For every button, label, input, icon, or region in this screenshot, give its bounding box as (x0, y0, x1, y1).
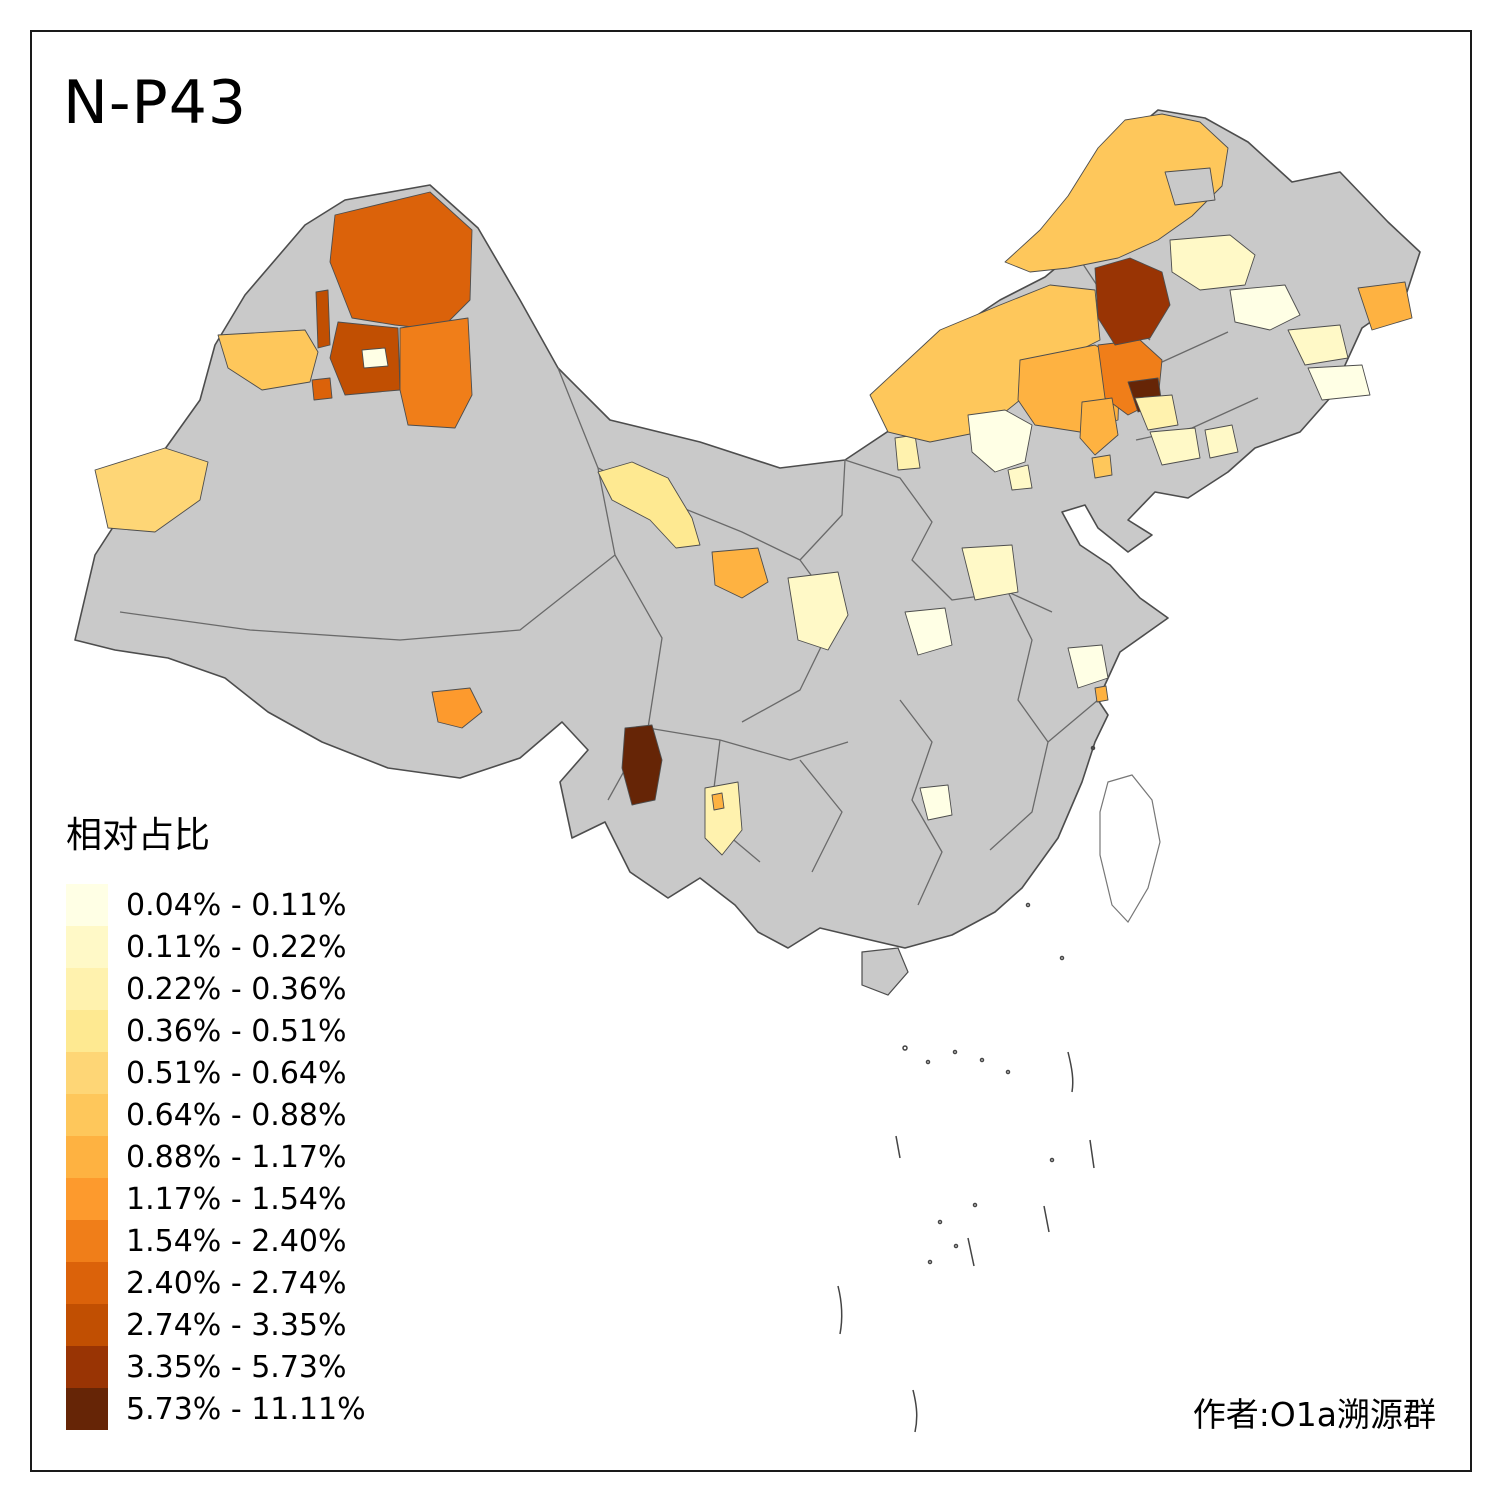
region-shanghai-dot (1094, 685, 1109, 703)
legend-label: 1.54% - 2.40% (126, 1223, 347, 1259)
region-liaoning-pale3 (1204, 424, 1239, 459)
region-shandong-pale (1067, 644, 1109, 689)
legend-row: 1.54% - 2.40% (66, 1220, 366, 1262)
legend-title: 相对占比 (66, 815, 211, 856)
region-beijing-pale2 (1007, 464, 1033, 491)
hainan-island (861, 947, 909, 996)
legend-label: 0.04% - 0.11% (126, 887, 347, 923)
region-alxa-pale (894, 434, 921, 471)
legend-row: 3.35% - 5.73% (66, 1346, 366, 1388)
legend: 相对占比 0.04% - 0.11% 0.11% - 0.22% 0.22% -… (66, 806, 366, 1430)
legend-swatch (66, 1052, 108, 1094)
legend-row: 0.64% - 0.88% (66, 1094, 366, 1136)
legend-swatch (66, 1388, 108, 1430)
legend-label: 2.74% - 3.35% (126, 1307, 347, 1343)
region-kashgar (94, 447, 209, 533)
region-tacheng-strip (315, 289, 331, 349)
region-hunan-cream (919, 784, 953, 821)
region-east-orange (1357, 281, 1413, 331)
legend-swatch (66, 884, 108, 926)
legend-swatch (66, 1094, 108, 1136)
region-ili (217, 329, 319, 391)
legend-row: 5.73% - 11.11% (66, 1388, 366, 1430)
legend-swatch (66, 1262, 108, 1304)
region-jilin-pale2 (1307, 364, 1371, 401)
region-liaoning-pale1 (1134, 394, 1179, 431)
region-gansu-orange (711, 547, 769, 599)
region-beijing-pale (967, 409, 1033, 473)
region-heilongjiang-gray-hole (1164, 167, 1216, 206)
region-shaanxi-pale (961, 544, 1019, 601)
legend-row: 0.04% - 0.11% (66, 884, 366, 926)
region-yunnan-nw (621, 724, 663, 806)
legend-row: 0.88% - 1.17% (66, 1136, 366, 1178)
region-jilin-pale1 (1287, 324, 1349, 366)
legend-label: 1.17% - 1.54% (126, 1181, 347, 1217)
region-hulunbuir-dark (1094, 257, 1171, 346)
legend-swatch (66, 1136, 108, 1178)
legend-label: 0.22% - 0.36% (126, 971, 347, 1007)
legend-swatch (66, 1304, 108, 1346)
region-heilongjiang-pale2 (1229, 284, 1301, 331)
region-heilongjiang-band (1004, 113, 1229, 273)
legend-row: 2.74% - 3.35% (66, 1304, 366, 1346)
legend-row: 1.17% - 1.54% (66, 1178, 366, 1220)
legend-row: 0.11% - 0.22% (66, 926, 366, 968)
prefecture-regions (94, 113, 1413, 856)
legend-label: 0.88% - 1.17% (126, 1139, 347, 1175)
legend-row: 0.51% - 0.64% (66, 1052, 366, 1094)
legend-label: 2.40% - 2.74% (126, 1265, 347, 1301)
legend-row: 0.36% - 0.51% (66, 1010, 366, 1052)
legend-label: 0.11% - 0.22% (126, 929, 347, 965)
legend-label: 5.73% - 11.11% (126, 1391, 366, 1427)
region-chifeng-small (1091, 454, 1113, 479)
legend-swatch (66, 1346, 108, 1388)
region-bortala-small (311, 377, 333, 401)
legend-label: 0.64% - 0.88% (126, 1097, 347, 1133)
legend-label: 3.35% - 5.73% (126, 1349, 347, 1385)
attribution: 作者:O1a溯源群 (1192, 1395, 1436, 1434)
legend-row: 2.40% - 2.74% (66, 1262, 366, 1304)
legend-swatch (66, 926, 108, 968)
legend-swatch (66, 968, 108, 1010)
region-yunnan-small-orange (711, 792, 725, 811)
legend-row: 0.22% - 0.36% (66, 968, 366, 1010)
region-altay-main (329, 191, 473, 331)
legend-label: 0.36% - 0.51% (126, 1013, 347, 1049)
legend-label: 0.51% - 0.64% (126, 1055, 347, 1091)
region-tibet-blob (431, 687, 483, 729)
south-china-sea-marks (837, 745, 1096, 1433)
region-qinghai-strip (597, 461, 701, 549)
legend-swatch (66, 1178, 108, 1220)
region-gansu-pale (787, 571, 849, 651)
region-heilongjiang-pale1 (1169, 234, 1256, 291)
region-liaoning-pale2 (1149, 427, 1201, 466)
region-ningxia-cream (904, 607, 953, 656)
legend-swatch (66, 1010, 108, 1052)
region-altay-sliver (361, 347, 389, 369)
map-title: N-P43 (63, 68, 248, 138)
taiwan-island (1099, 774, 1161, 923)
legend-swatch (66, 1220, 108, 1262)
region-xinjiang-lower-right (399, 317, 473, 429)
region-chifeng-orange (1079, 397, 1119, 456)
